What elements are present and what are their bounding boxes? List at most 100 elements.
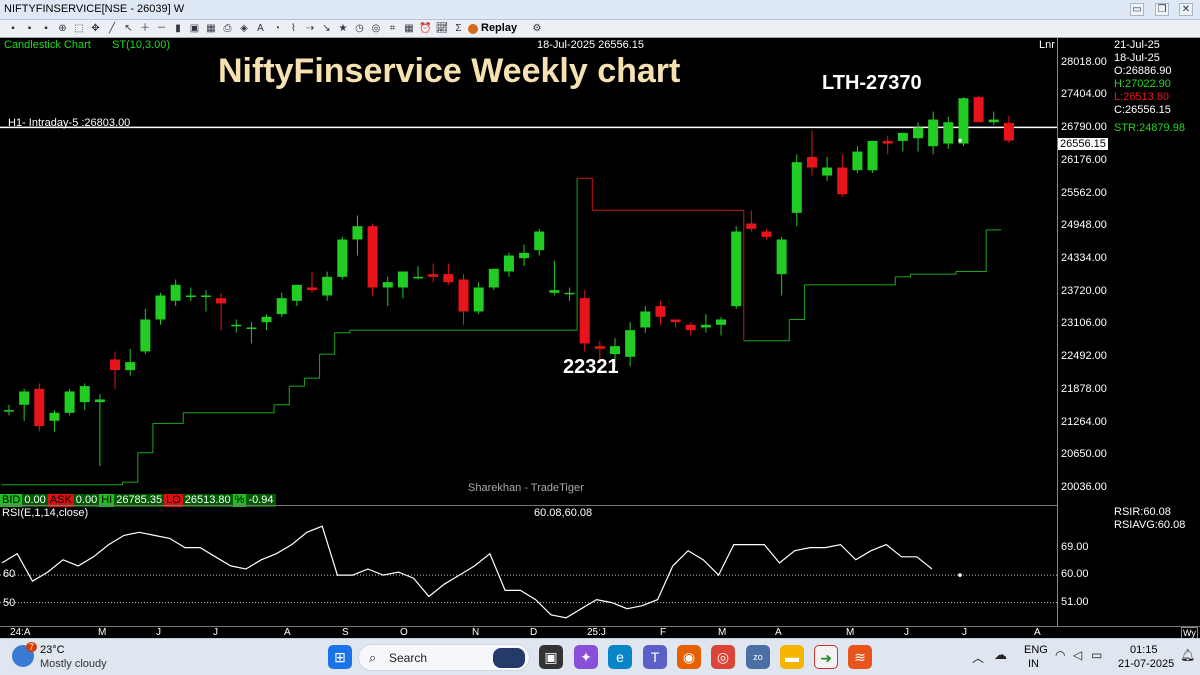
minimize-button[interactable]: ▭ xyxy=(1130,3,1144,16)
candle[interactable] xyxy=(822,156,833,181)
fib-icon[interactable]: ⌗ xyxy=(389,23,396,34)
battery-icon[interactable]: ▭ xyxy=(1091,648,1103,662)
candle[interactable] xyxy=(382,276,393,307)
candle[interactable] xyxy=(928,111,939,155)
candle[interactable] xyxy=(19,388,30,421)
candle[interactable] xyxy=(776,236,787,296)
candle[interactable] xyxy=(4,404,14,416)
candle[interactable] xyxy=(170,279,181,307)
candle[interactable] xyxy=(140,308,151,355)
link-icon[interactable]: ⇢ xyxy=(305,23,315,34)
alarm-icon[interactable]: ⏰ xyxy=(419,23,432,34)
candle[interactable] xyxy=(897,132,908,152)
candle[interactable] xyxy=(988,111,999,125)
tgt-icon[interactable]: ▪ xyxy=(44,23,48,34)
notification-bell-icon[interactable]: 🔔︎ xyxy=(1180,648,1196,662)
weather-text[interactable]: Mostly cloudy xyxy=(40,658,107,670)
candle[interactable] xyxy=(94,394,105,467)
sharekhan-icon[interactable]: ≋ xyxy=(848,645,872,669)
teams-icon[interactable]: T xyxy=(643,645,667,669)
candle[interactable] xyxy=(110,351,121,389)
candle[interactable] xyxy=(307,271,317,293)
close-button[interactable]: ✕ xyxy=(1179,3,1193,16)
candle[interactable] xyxy=(397,271,408,299)
candle[interactable] xyxy=(367,223,378,296)
clock-icon[interactable]: ◷ xyxy=(355,23,364,34)
candle[interactable] xyxy=(761,228,772,240)
cursor-icon[interactable]: ↘ xyxy=(322,23,331,34)
candle[interactable] xyxy=(731,226,742,309)
language-primary[interactable]: ENG xyxy=(1024,644,1048,656)
save-icon[interactable]: ▣ xyxy=(189,23,200,34)
scale-mode-label[interactable]: Lnr xyxy=(1039,39,1055,51)
candle[interactable] xyxy=(973,95,984,123)
taskbar-search-input[interactable]: ⌕ Search xyxy=(358,644,530,671)
replay-icon[interactable] xyxy=(468,24,478,34)
language-secondary[interactable]: IN xyxy=(1028,658,1039,670)
panel-separator[interactable] xyxy=(0,505,1057,506)
bar-icon[interactable]: ▮ xyxy=(175,23,181,34)
candle[interactable] xyxy=(685,322,696,336)
pointer-icon[interactable]: ⬚ xyxy=(74,23,84,34)
tag-icon[interactable]: ◈ xyxy=(240,23,248,34)
candle[interactable] xyxy=(246,322,257,344)
candle[interactable] xyxy=(125,348,136,376)
candle[interactable] xyxy=(852,146,863,173)
file-explorer-icon[interactable]: ▬ xyxy=(780,645,804,669)
candle[interactable] xyxy=(488,268,499,291)
candle[interactable] xyxy=(64,388,75,416)
candle[interactable] xyxy=(610,338,620,368)
chevron-up-icon[interactable]: ︿ xyxy=(972,651,985,665)
candle[interactable] xyxy=(670,319,681,328)
volume-icon[interactable]: ◁ xyxy=(1073,648,1083,662)
candle[interactable] xyxy=(806,130,817,176)
text-icon[interactable]: A xyxy=(257,23,264,34)
candle[interactable] xyxy=(79,383,90,411)
candle[interactable] xyxy=(337,236,348,280)
candle[interactable] xyxy=(231,319,242,333)
candle[interactable] xyxy=(867,140,878,173)
line-icon[interactable]: ╱ xyxy=(108,23,116,34)
target-icon[interactable]: ◎ xyxy=(371,23,381,34)
pattern-icon[interactable]: ⌇ xyxy=(291,23,296,34)
restore-button[interactable]: ❐ xyxy=(1155,3,1169,16)
candle[interactable] xyxy=(34,383,45,432)
zoom-in-icon[interactable]: ＋ xyxy=(140,23,150,34)
candle[interactable] xyxy=(276,292,287,317)
calendar-icon[interactable]: ▦ xyxy=(206,23,216,34)
candle[interactable] xyxy=(291,284,302,307)
candle[interactable] xyxy=(746,210,757,232)
candle[interactable] xyxy=(913,122,923,152)
chrome-icon[interactable]: ◎ xyxy=(711,645,735,669)
candle[interactable] xyxy=(549,260,560,296)
edge-icon[interactable]: e xyxy=(608,645,632,669)
star-icon[interactable]: ★ xyxy=(338,23,348,34)
candle[interactable] xyxy=(958,97,969,147)
candle[interactable] xyxy=(216,292,227,331)
zoom-out-icon[interactable]: － xyxy=(156,23,167,34)
print-icon[interactable]: ⎙ xyxy=(223,23,232,34)
candle[interactable] xyxy=(564,287,575,301)
chart-icon[interactable]: ◔ xyxy=(273,23,281,34)
candle[interactable] xyxy=(428,263,439,283)
grid-icon[interactable]: ▦ xyxy=(404,23,414,34)
candle[interactable] xyxy=(791,154,802,227)
candle[interactable] xyxy=(261,314,272,331)
candle[interactable] xyxy=(534,228,545,256)
clock-date[interactable]: 21-07-2025 xyxy=(1118,658,1175,670)
firefox-icon[interactable]: ◉ xyxy=(677,645,701,669)
candle[interactable] xyxy=(655,300,666,325)
candle[interactable] xyxy=(458,274,469,325)
crosshair-icon[interactable]: ⊕ xyxy=(58,23,67,34)
candle[interactable] xyxy=(837,154,848,197)
candle[interactable] xyxy=(155,292,166,325)
candle[interactable] xyxy=(882,135,893,155)
candle[interactable] xyxy=(716,316,727,336)
candle[interactable] xyxy=(579,290,590,352)
candle[interactable] xyxy=(185,287,196,301)
drag-icon[interactable]: ✥ xyxy=(91,23,100,34)
copilot-icon[interactable]: ✦ xyxy=(574,645,598,669)
network-tray-icon[interactable]: ☁ xyxy=(994,647,1007,662)
price-axis-panel[interactable]: 28018.00 27404.00 26790.00 26176.00 25562.00… xyxy=(1057,38,1200,638)
sum-icon[interactable]: Σ xyxy=(455,23,462,34)
